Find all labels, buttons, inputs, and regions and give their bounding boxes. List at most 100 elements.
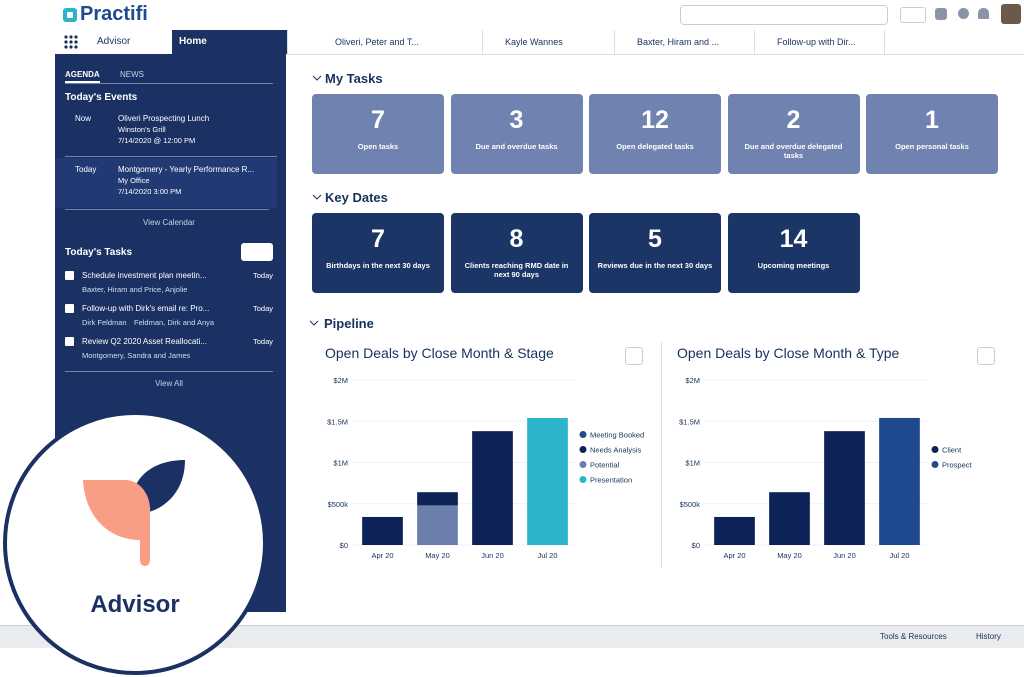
task-title[interactable]: Review Q2 2020 Asset Reallocati... [82, 337, 207, 346]
tab[interactable]: Oliveri, Peter and T... [313, 30, 483, 54]
news-tab[interactable]: NEWS [120, 70, 144, 79]
task-people: Dirk Feldman [82, 318, 127, 327]
y-tick-label: $500k [680, 500, 701, 509]
kpi-value: 1 [925, 106, 939, 134]
kpi-card[interactable]: 1 Open personal tasks [866, 94, 998, 174]
task-title[interactable]: Schedule investment plan meetin... [82, 271, 207, 280]
legend-swatch [579, 446, 587, 453]
chart-menu[interactable] [977, 347, 995, 365]
kpi-label: Reviews due in the next 30 days [597, 261, 713, 270]
legend-label: Meeting Booked [590, 431, 644, 440]
kpi-card[interactable]: 8 Clients reaching RMD date in next 90 da… [450, 213, 583, 293]
task-title[interactable]: Follow-up with Dirk's email re: Pro... [82, 304, 210, 313]
legend-label: Client [942, 446, 962, 455]
legend-swatch [579, 431, 587, 438]
x-tick-label: Jun 20 [833, 551, 856, 560]
legend-swatch [579, 476, 587, 483]
leaf [83, 480, 151, 566]
kpi-value: 14 [779, 225, 808, 253]
kpi-card[interactable]: 5 Reviews due in the next 30 days [589, 213, 721, 293]
section-title: Key Dates [325, 190, 388, 205]
kpi-card[interactable]: 12 Open delegated tasks [589, 94, 721, 174]
task-checkbox[interactable] [65, 271, 74, 280]
kpi-value: 7 [371, 225, 385, 253]
logo-icon [63, 8, 77, 22]
x-tick-label: May 20 [425, 551, 450, 560]
add-button[interactable] [935, 8, 947, 20]
avatar[interactable] [1001, 4, 1021, 24]
task-menu[interactable] [241, 243, 273, 261]
notifications[interactable] [978, 8, 989, 19]
kpi-label: Upcoming meetings [757, 261, 830, 270]
kpi-label: Open tasks [357, 142, 399, 151]
x-tick-label: Apr 20 [371, 551, 393, 560]
y-tick-label: $2M [685, 376, 700, 385]
section-title: Pipeline [324, 316, 374, 331]
advisor-badge: Advisor [3, 411, 267, 675]
chart-title: Open Deals by Close Month & Stage [325, 345, 554, 361]
chart-menu[interactable] [625, 347, 643, 365]
tab[interactable]: Follow-up with Dir... [755, 30, 885, 54]
legend-label: Potential [590, 461, 620, 470]
legend-swatch [931, 461, 939, 468]
y-tick-label: $1.5M [679, 417, 700, 426]
tab[interactable]: Home [172, 30, 288, 54]
tab[interactable]: Baxter, Hiram and ... [615, 30, 755, 54]
kpi-card[interactable]: 2 Due and overdue delegated tasks [727, 94, 860, 174]
legend-swatch [579, 461, 587, 468]
agenda-tab[interactable]: AGENDA [65, 70, 100, 83]
favorites[interactable] [900, 7, 926, 23]
badge-circle [3, 411, 267, 675]
app-name: Advisor [97, 36, 131, 47]
divider [65, 371, 273, 372]
task-people: Montgomery, Sandra and James [82, 351, 191, 360]
kpi-card[interactable]: 7 Birthdays in the next 30 days [312, 213, 444, 293]
view-all[interactable]: View All [155, 379, 183, 388]
bar-segment [824, 431, 865, 545]
event-highlight [55, 158, 277, 208]
bar-segment [769, 492, 810, 545]
event-place: Winston's Grill [118, 125, 166, 134]
y-tick-label: $2M [333, 376, 348, 385]
tab[interactable]: Kayle Wannes [483, 30, 615, 54]
bar-segment [714, 516, 755, 545]
event-title[interactable]: Oliveri Prospecting Lunch [118, 114, 210, 123]
kpi-value: 7 [371, 106, 385, 134]
kpi-value: 3 [509, 106, 524, 134]
kpi-label: Due and overdue delegated tasks [744, 142, 843, 160]
event-title[interactable]: Montgomery - Yearly Performance R... [118, 165, 255, 174]
kpi-card[interactable]: 7 Open tasks [312, 94, 444, 174]
task-checkbox[interactable] [65, 337, 74, 346]
chart-divider [661, 342, 662, 568]
kpi-value: 2 [786, 106, 801, 134]
divider [65, 209, 269, 210]
kpi-value: 12 [641, 106, 669, 134]
legend-swatch [931, 446, 939, 453]
view-calendar[interactable]: View Calendar [143, 218, 195, 227]
kpi-card[interactable]: 14 Upcoming meetings [727, 213, 860, 293]
task-due: Today [253, 271, 274, 280]
legend-label: Presentation [590, 476, 632, 485]
y-tick-label: $1M [685, 459, 700, 468]
task-checkbox[interactable] [65, 304, 74, 313]
task-people: Baxter, Hiram and Price, Anjolie [82, 285, 188, 294]
event-place: My Office [118, 176, 150, 185]
bar-segment [417, 505, 458, 545]
history-link[interactable]: History [976, 632, 1001, 641]
bar-segment [362, 516, 403, 545]
divider [65, 156, 277, 157]
app-launcher[interactable] [64, 35, 78, 49]
chevron [309, 320, 319, 326]
bar-segment [417, 492, 458, 506]
kpi-card[interactable]: 3 Due and overdue tasks [450, 94, 583, 174]
bar-segment [472, 431, 513, 545]
tools-link[interactable]: Tools & Resources [880, 632, 947, 641]
kpi-value: 5 [648, 225, 662, 253]
logo: Practifi [80, 3, 148, 25]
divider [65, 83, 273, 84]
kpi-label: Open delegated tasks [616, 142, 694, 151]
kpi-label: Clients reaching RMD date in next 90 day… [464, 261, 569, 279]
search-box[interactable] [680, 5, 888, 25]
settings[interactable] [958, 8, 969, 19]
